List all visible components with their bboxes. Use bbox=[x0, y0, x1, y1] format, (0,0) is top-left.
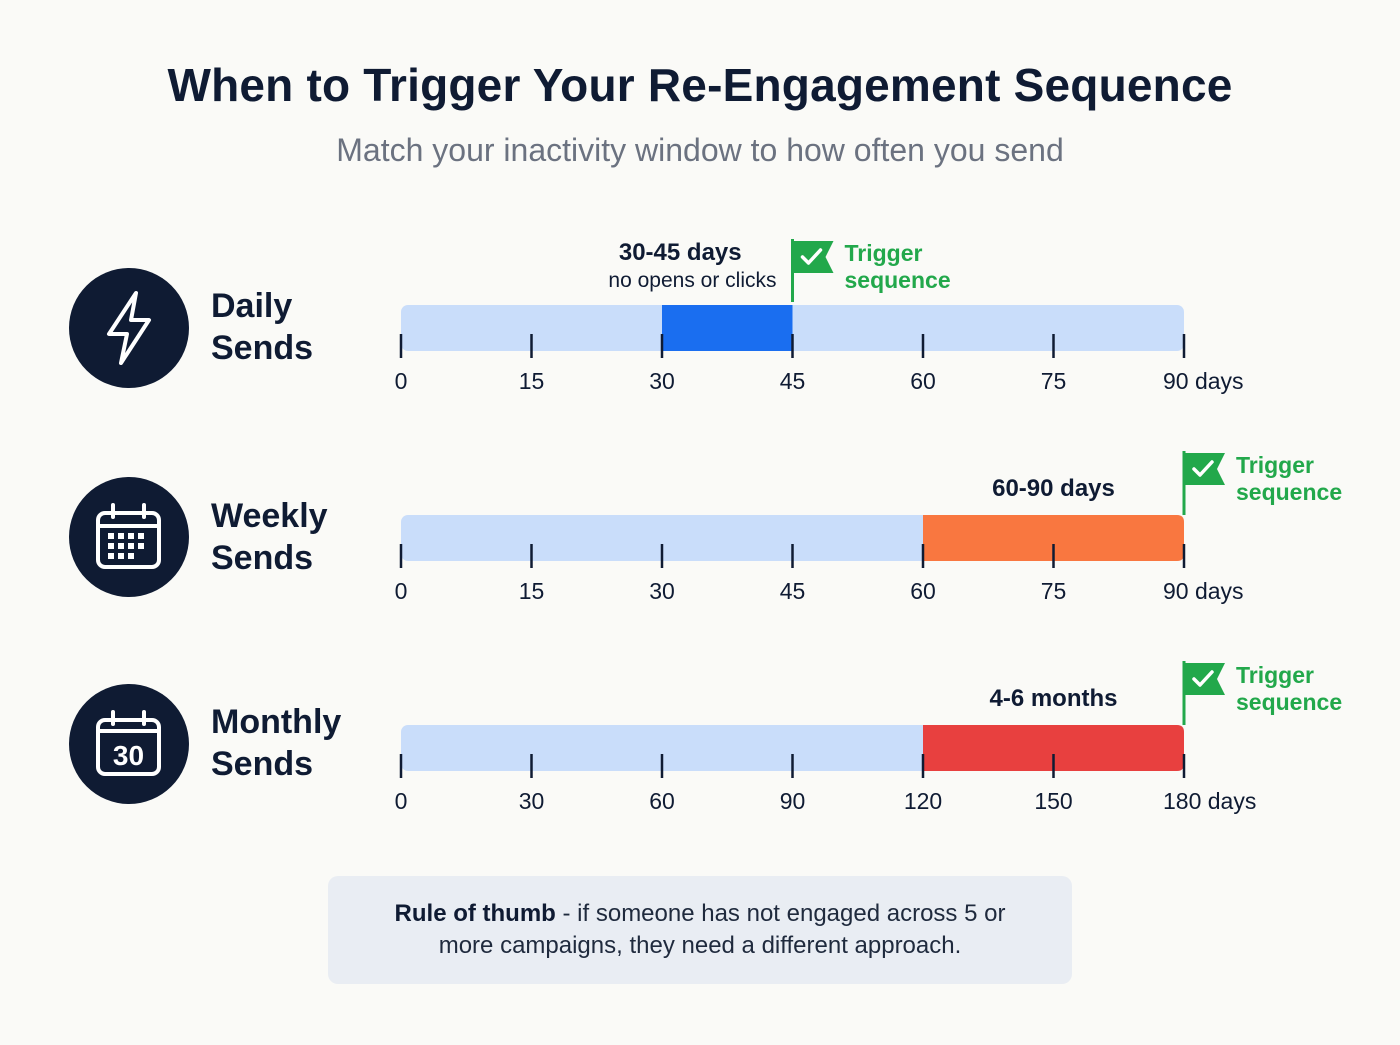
tick-label: 0 bbox=[395, 578, 408, 604]
check-icon bbox=[800, 248, 823, 265]
note-line1: - if someone has not engaged across 5 or bbox=[555, 900, 1006, 927]
tick-label: 60 bbox=[910, 578, 936, 604]
row-label-daily: Daily Sends bbox=[211, 287, 314, 367]
range-bar-monthly-sends bbox=[923, 725, 1184, 771]
range-label: 30-45 days bbox=[619, 239, 742, 266]
check-icon bbox=[1192, 460, 1214, 477]
trigger-label-line1: Trigger bbox=[1236, 452, 1314, 478]
check-icon bbox=[1192, 670, 1214, 687]
tick-label: 45 bbox=[780, 578, 806, 604]
page-title: When to Trigger Your Re-Engagement Seque… bbox=[167, 59, 1233, 111]
range-label: 4-6 months bbox=[989, 685, 1117, 712]
lightning-icon bbox=[69, 268, 189, 388]
trigger-label-line2: sequence bbox=[845, 267, 951, 293]
trigger-label-line1: Trigger bbox=[845, 240, 923, 266]
tick-label: 180 days bbox=[1163, 788, 1256, 814]
range-bar-weekly-sends bbox=[923, 515, 1184, 561]
tick-label: 30 bbox=[519, 788, 545, 814]
row-label-monthly: Monthly Sends bbox=[211, 703, 342, 783]
tick-label: 30 bbox=[649, 578, 675, 604]
range-sublabel: no opens or clicks bbox=[608, 269, 776, 292]
calendar-icon bbox=[69, 477, 189, 597]
tick-label: 15 bbox=[519, 578, 545, 604]
tick-label: 150 bbox=[1034, 788, 1072, 814]
tick-label: 75 bbox=[1041, 578, 1067, 604]
tick-label: 0 bbox=[395, 368, 408, 394]
tick-label: 30 bbox=[649, 368, 675, 394]
tick-label: 60 bbox=[910, 368, 936, 394]
tick-label: 90 days bbox=[1163, 368, 1244, 394]
range-label: 60-90 days bbox=[992, 475, 1115, 502]
note-bold: Rule of thumb bbox=[394, 900, 556, 927]
trigger-label-line2: sequence bbox=[1236, 689, 1342, 715]
tick-label: 90 days bbox=[1163, 578, 1244, 604]
range-bar-daily-sends bbox=[662, 305, 793, 351]
tick-label: 60 bbox=[649, 788, 675, 814]
row-label-weekly: Weekly Sends bbox=[211, 497, 328, 577]
calendar-30-icon: 30 bbox=[69, 684, 189, 804]
calendar-30-icon-text: 30 bbox=[113, 740, 144, 771]
tick-label: 75 bbox=[1041, 368, 1067, 394]
tick-label: 90 bbox=[780, 788, 806, 814]
page-subtitle: Match your inactivity window to how ofte… bbox=[336, 132, 1064, 168]
tick-label: 120 bbox=[904, 788, 942, 814]
rule-of-thumb-note: Rule of thumb - if someone has not engag… bbox=[328, 876, 1072, 984]
trigger-label-line1: Trigger bbox=[1236, 662, 1314, 688]
tick-label: 45 bbox=[780, 368, 806, 394]
trigger-label-line2: sequence bbox=[1236, 479, 1342, 505]
tick-label: 15 bbox=[519, 368, 545, 394]
note-line2: more campaigns, they need a different ap… bbox=[438, 932, 962, 959]
tick-label: 0 bbox=[395, 788, 408, 814]
